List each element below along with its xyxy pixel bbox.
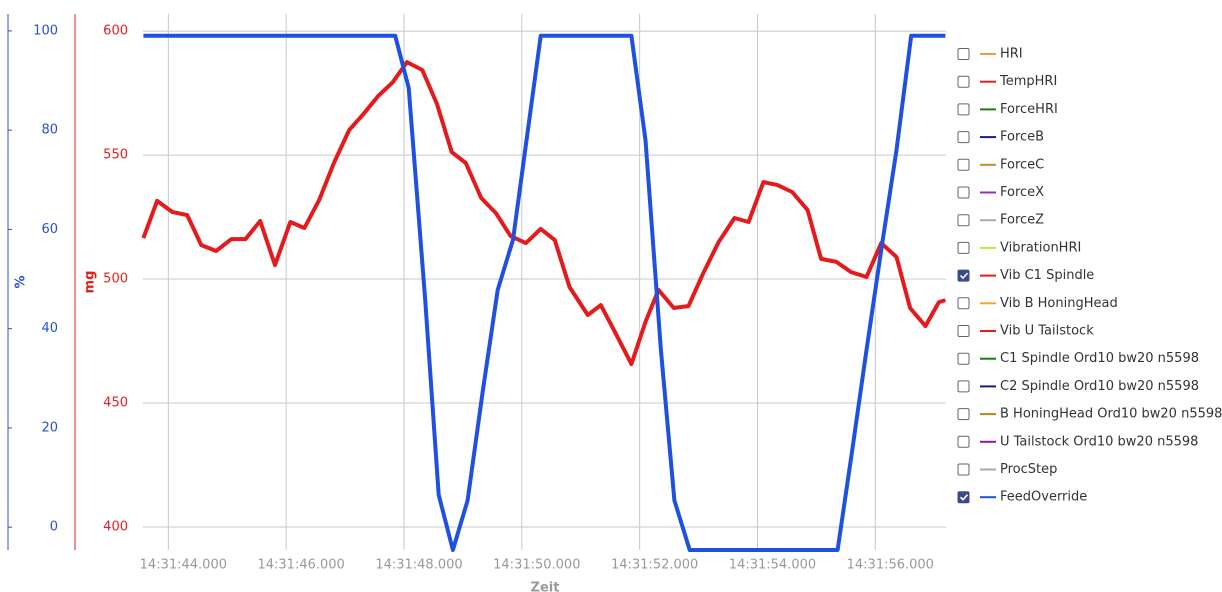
x-tick-label: 14:31:44.000 bbox=[140, 558, 227, 573]
legend-checkbox[interactable] bbox=[957, 352, 970, 365]
legend-label[interactable]: ForceZ bbox=[1000, 213, 1044, 228]
x-tick-label: 14:31:50.000 bbox=[493, 558, 580, 573]
y-tick-label: 450 bbox=[103, 395, 128, 410]
legend-label[interactable]: FeedOverride bbox=[1000, 490, 1087, 505]
y2-tick-label: 20 bbox=[41, 420, 58, 435]
legend-label[interactable]: TempHRI bbox=[999, 74, 1057, 89]
series-line bbox=[143, 33, 946, 552]
legend-label[interactable]: ProcStep bbox=[1000, 462, 1057, 477]
legend-checkbox[interactable] bbox=[957, 380, 970, 393]
legend-checkbox[interactable] bbox=[957, 75, 970, 88]
legend-checkbox[interactable] bbox=[957, 186, 970, 199]
y2-axis-title: % bbox=[14, 275, 29, 288]
legend-label[interactable]: Vib B HoningHead bbox=[1000, 296, 1118, 311]
x-axis-title: Zeit bbox=[531, 581, 560, 592]
x-tick-label: 14:31:56.000 bbox=[847, 558, 934, 573]
legend-checkmark bbox=[959, 272, 969, 280]
legend-checkbox[interactable] bbox=[957, 269, 970, 282]
legend-label[interactable]: C2 Spindle Ord10 bw20 n5598 bbox=[1000, 379, 1199, 394]
legend-label[interactable]: ForceHRI bbox=[1000, 102, 1058, 117]
legend-checkbox[interactable] bbox=[957, 297, 970, 310]
legend-label[interactable]: ForceC bbox=[1000, 157, 1044, 172]
y-tick-label: 550 bbox=[103, 148, 128, 163]
y2-tick-label: 60 bbox=[41, 222, 58, 237]
x-tick-label: 14:31:54.000 bbox=[729, 558, 816, 573]
legend-checkbox[interactable] bbox=[957, 325, 970, 337]
legend-label[interactable]: ForceX bbox=[1000, 185, 1044, 200]
x-tick-label: 14:31:52.000 bbox=[611, 558, 698, 573]
legend-label[interactable]: HRI bbox=[1000, 47, 1023, 62]
y-tick-label: 400 bbox=[103, 519, 128, 534]
legend-checkbox[interactable] bbox=[957, 158, 970, 171]
series-line bbox=[141, 60, 946, 367]
y-axis-title: mg bbox=[83, 271, 98, 294]
y2-tick-label: 40 bbox=[41, 321, 58, 336]
x-tick-label: 14:31:48.000 bbox=[375, 558, 462, 573]
legend-checkbox[interactable] bbox=[957, 463, 970, 476]
legend-checkbox[interactable] bbox=[957, 48, 970, 60]
legend-label[interactable]: ForceB bbox=[1000, 130, 1044, 145]
legend-checkbox[interactable] bbox=[957, 214, 970, 227]
legend-checkbox[interactable] bbox=[957, 435, 970, 448]
y2-tick-label: 80 bbox=[41, 123, 58, 138]
legend-label[interactable]: B HoningHead Ord10 bw20 n5598 bbox=[1000, 407, 1222, 422]
legend-label[interactable]: Vib U Tailstock bbox=[1000, 324, 1094, 339]
y-tick-label: 500 bbox=[103, 272, 128, 287]
legend-label[interactable]: U Tailstock Ord10 bw20 n5598 bbox=[1000, 434, 1198, 449]
x-tick-label: 14:31:46.000 bbox=[257, 558, 344, 573]
legend-checkbox[interactable] bbox=[957, 491, 970, 504]
y2-tick-label: 0 bbox=[50, 520, 58, 535]
legend-checkbox[interactable] bbox=[957, 241, 970, 254]
legend-checkbox[interactable] bbox=[957, 408, 970, 421]
legend-checkbox[interactable] bbox=[957, 131, 970, 144]
legend-label[interactable]: Vib C1 Spindle bbox=[1000, 268, 1094, 283]
legend-label[interactable]: C1 Spindle Ord10 bw20 n5598 bbox=[1000, 351, 1199, 366]
legend-checkbox[interactable] bbox=[957, 103, 970, 116]
y2-tick-label: 100 bbox=[33, 23, 58, 38]
y-tick-label: 600 bbox=[103, 24, 128, 39]
legend-checkmark bbox=[959, 494, 969, 501]
legend-label[interactable]: VibrationHRI bbox=[1000, 240, 1081, 255]
